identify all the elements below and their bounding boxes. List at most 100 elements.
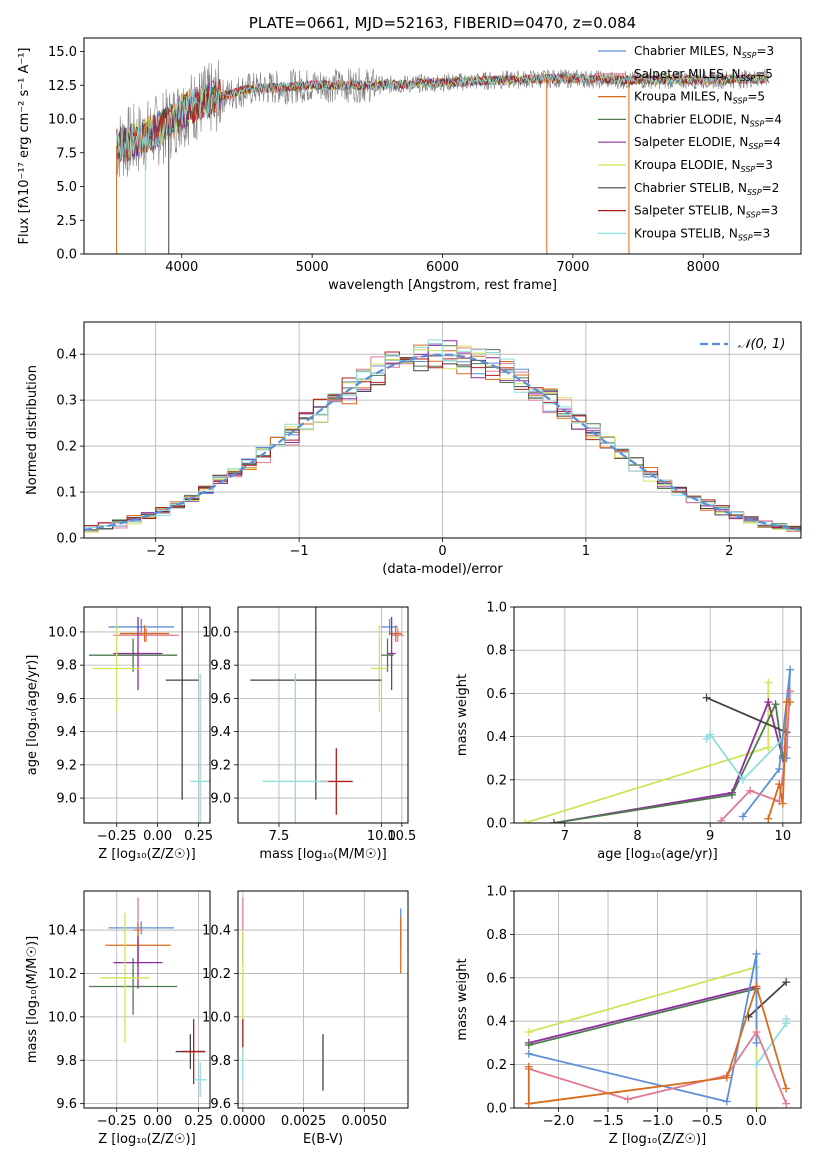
weight-line — [524, 682, 770, 823]
legend-label: Chabrier ELODIE, NSSP=4 — [634, 112, 782, 128]
legend-label-value: =5 — [755, 67, 773, 81]
x-tick-label: −0.5 — [691, 1114, 723, 1129]
x-tick-label: 0.25 — [184, 1114, 213, 1129]
y-tick-label: 9.6 — [56, 692, 77, 707]
plot-mass_vs_Z: −0.25 0.00 0.25 9.6 9.8 10.0 10.2 10.4 Z [log₁₀(… — [25, 890, 213, 1147]
y-tick-label: 12.5 — [48, 79, 77, 94]
axes-frame — [513, 606, 802, 824]
y-tick-label: 9.6 — [210, 1097, 231, 1112]
y-tick-label: 9.8 — [210, 1054, 231, 1069]
errorbar-point-salpeter_miles — [113, 628, 179, 642]
plot-area — [520, 665, 795, 823]
legend-label-value: =2 — [762, 181, 780, 195]
y-tick-label: 0.0 — [56, 248, 77, 263]
legend-label-sub: SSP — [742, 51, 757, 60]
x-tick-label: 6000 — [426, 260, 459, 275]
legend-label-value: =5 — [747, 90, 765, 104]
x-tick-label: −0.25 — [97, 829, 137, 844]
y-tick-label: 10.0 — [48, 1010, 77, 1025]
x-tick-label: 5000 — [296, 260, 329, 275]
weight-series-kroupa_elodie — [520, 678, 773, 823]
legend: 𝒩(0, 1) — [700, 337, 785, 352]
y-tick-label: 10.0 — [48, 113, 77, 128]
weight-line — [528, 985, 757, 1044]
y-tick-label: 10.2 — [202, 967, 231, 982]
legend-label-name: Salpeter STELIB, N — [634, 204, 746, 218]
legend-label-name: Salpeter MILES, N — [634, 67, 741, 81]
legend-label: 𝒩(0, 1) — [738, 337, 785, 352]
x-tick-label: 0.0050 — [342, 1114, 388, 1129]
errorbar-point-salpeter_elodie — [113, 936, 163, 989]
y-tick-label: 9.8 — [210, 659, 231, 674]
y-tick-label: 0.8 — [486, 928, 507, 943]
x-axis-label: Z [log₁₀(Z/Z☉)] — [609, 1132, 706, 1147]
x-tick-label: 8 — [633, 829, 641, 844]
y-tick-label: 0.6 — [486, 687, 507, 702]
y-axis-label: mass weight — [455, 674, 470, 756]
weight-line — [553, 699, 784, 823]
weight-series-chabrier_miles — [524, 949, 761, 1106]
model-spectrum-salpeter_stelib — [116, 73, 769, 163]
errorbar-point-chabrier_stelib — [165, 607, 199, 800]
errorbar-point-salpeter_elodie — [387, 616, 396, 691]
errorbar-point-kroupa_miles — [120, 625, 170, 642]
y-tick-label: 15.0 — [48, 45, 77, 60]
y-tick-label: 0.0 — [56, 532, 77, 547]
y-tick-label: 10.4 — [48, 924, 77, 939]
gridlines — [84, 891, 210, 1108]
y-axis-label: mass weight — [455, 958, 470, 1040]
y-tick-label: 1.0 — [486, 601, 507, 616]
axes-frame — [83, 321, 802, 539]
x-tick-label: 0.0025 — [281, 1114, 327, 1129]
plot-area — [250, 607, 404, 823]
plot-residuals: −2 −1 0 1 2 0.0 0.1 0.2 0.3 0.4 (data-model)/error… — [25, 321, 802, 577]
x-tick-label: 0.0000 — [220, 1114, 266, 1129]
errorbar-point-chabrier_elodie — [88, 958, 178, 1015]
errorbar-point-chabrier_miles — [381, 618, 398, 636]
y-tick-label: 0.3 — [56, 394, 77, 409]
errorbar-point-salpeter_elodie — [113, 616, 163, 691]
errorbar-point-chabrier_elodie — [88, 638, 178, 672]
y-tick-label: 9.8 — [56, 1054, 77, 1069]
y-tick-label: 7.5 — [56, 146, 77, 161]
x-axis-label: wavelength [Angstrom, rest frame] — [328, 278, 557, 293]
gridlines — [84, 607, 210, 823]
plot-age_vs_Z: −0.25 0.00 0.25 9.0 9.2 9.4 9.6 9.8 10.0 Z [log₁₀… — [25, 606, 213, 862]
normal-curve — [84, 353, 801, 531]
axes-frame — [83, 606, 211, 824]
legend-label: Salpeter STELIB, NSSP=3 — [634, 204, 778, 220]
chart-title: PLATE=0661, MJD=52163, FIBERID=0470, z=0… — [249, 14, 636, 32]
plot-spectrum: 4000 5000 6000 7000 8000 0.0 2.5 5.0 7.5 10.0 12.5… — [17, 37, 802, 293]
legend-label-sub: SSP — [738, 233, 753, 242]
legend-label-name: Chabrier STELIB, N — [634, 181, 747, 195]
x-axis-label: mass [log₁₀(M/M☉)] — [259, 847, 386, 862]
legend-label-sub: SSP — [733, 97, 748, 106]
y-tick-label: 0.6 — [486, 971, 507, 986]
x-tick-label: 0.00 — [143, 829, 172, 844]
x-tick-label: 1 — [582, 544, 590, 559]
weight-line — [747, 981, 787, 1018]
legend-label-sub: SSP — [747, 188, 762, 197]
legend-label: Kroupa ELODIE, NSSP=3 — [634, 158, 773, 174]
y-tick-label: 0.2 — [56, 440, 77, 455]
weight-series-chabrier_elodie — [549, 700, 787, 823]
axes-frame — [83, 37, 802, 255]
y-tick-label: 0.4 — [486, 1015, 507, 1030]
plot-weight_vs_Z: −2.0 −1.5 −1.0 −0.5 0.0 0.0 0.2 0.4 0.6 0.8 1.0 Z [… — [455, 885, 802, 1147]
legend-label: Salpeter MILES, NSSP=5 — [634, 67, 773, 83]
x-axis-label: Z [log₁₀(Z/Z☉)] — [98, 847, 195, 862]
weight-line — [528, 953, 758, 1103]
x-tick-label: 4000 — [165, 260, 198, 275]
model-spectrum-kroupa_stelib — [116, 72, 769, 159]
gridlines — [238, 607, 408, 823]
legend-label: Kroupa STELIB, NSSP=3 — [634, 226, 770, 242]
y-tick-label: 10.2 — [48, 967, 77, 982]
plot-area — [88, 607, 210, 823]
y-tick-label: 9.0 — [56, 792, 77, 807]
weight-line — [528, 987, 757, 1046]
y-tick-label: 0.0 — [486, 1102, 507, 1117]
y-tick-label: 10.4 — [202, 924, 231, 939]
x-tick-label: −2 — [146, 544, 165, 559]
plot-area — [88, 897, 207, 1098]
